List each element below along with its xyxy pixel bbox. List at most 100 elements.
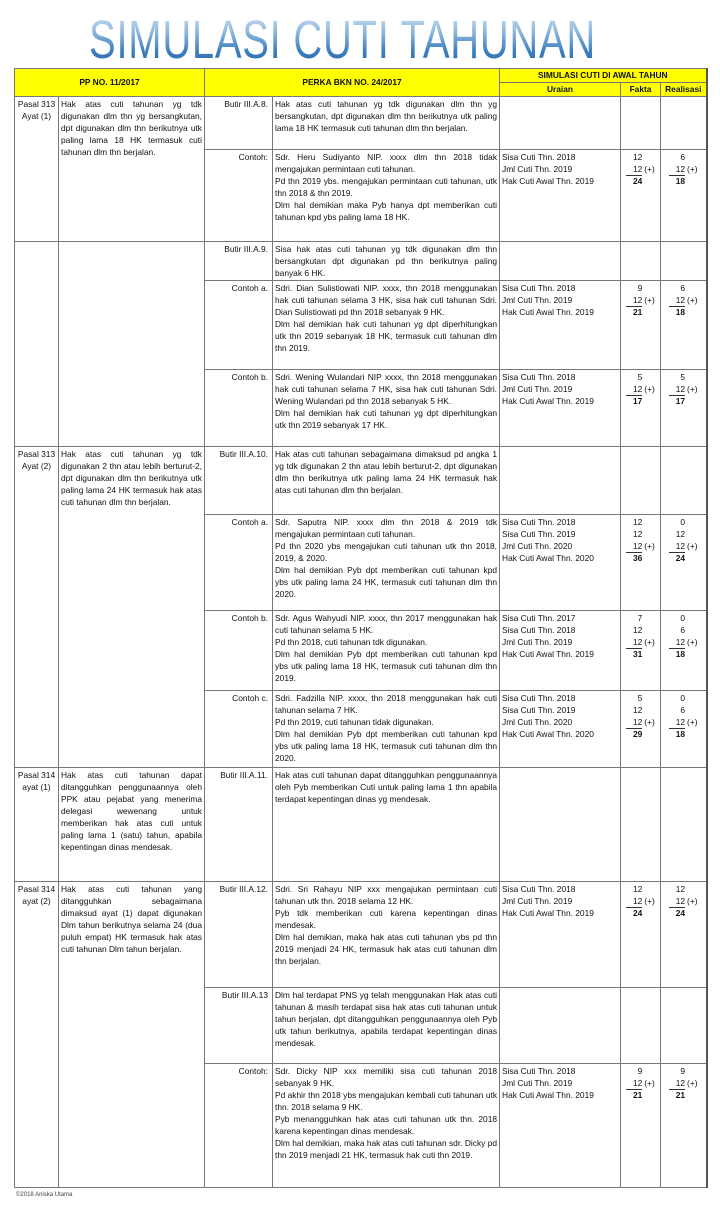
butir-text: Sdri. Sri Rahayu NIP xxx mengajukan perm… [271, 881, 501, 988]
pasal-text-cell: Hak atas cuti tahunan dapat ditangguhkan… [58, 767, 205, 882]
butir-text: Sdr. Dicky NIP xxx memiliki sisa cuti ta… [271, 1063, 501, 1188]
header-simulasi: SIMULASI CUTI DI AWAL TAHUN [499, 68, 708, 83]
butir-text: Hak atas cuti tahunan yg tdk digunakan d… [271, 96, 501, 150]
fakta-cell [620, 96, 662, 150]
realisasi-value: 9 [680, 1066, 686, 1076]
realisasi-value-line: 12(+) [661, 1077, 706, 1090]
table-row: Contoh b. Sdri. Wening Wulandari NIP xxxx… [15, 369, 708, 447]
realisasi-value-line: 12(+) [661, 528, 706, 540]
pasal-cell: Pasal 314 ayat (2) [14, 881, 59, 1188]
fakta-value: 12 [632, 705, 643, 715]
realisasi-value: 6 [680, 152, 686, 162]
realisasi-value: 12 [669, 540, 686, 553]
header-fakta: Fakta [620, 82, 662, 97]
butir-label: Butir III.A.12. [204, 881, 273, 988]
fakta-total-line: 21(+) [621, 1089, 660, 1101]
simulation-table: PP NO. 11/2017 PERKA BKN NO. 24/2017 SIM… [14, 68, 708, 1188]
realisasi-value-line: 0(+) [661, 692, 706, 704]
realisasi-total: 17 [675, 396, 686, 406]
sum-marker: (+) [644, 1078, 655, 1088]
realisasi-value: 6 [680, 705, 686, 715]
uraian-cell [499, 767, 622, 882]
uraian-item: Jml Cuti Thn. 2019 [502, 295, 573, 305]
uraian-item: Sisa Cuti Thn. 2017 [502, 613, 576, 623]
fakta-value-line: 5(+) [621, 371, 660, 383]
butir-paragraph: Pyb menangguhkan hak atas cuti tahunan u… [275, 1114, 498, 1136]
uraian-item: Jml Cuti Thn. 2019 [502, 637, 573, 647]
fakta-value-line: 7(+) [621, 612, 660, 624]
fakta-total-line: 36(+) [621, 552, 660, 564]
realisasi-total-line: 18(+) [661, 648, 706, 660]
fakta-value-line: 12(+) [621, 624, 660, 636]
realisasi-cell: 6(+)12(+)18(+) [660, 149, 708, 242]
realisasi-cell: 0(+)6(+)12(+)18(+) [660, 690, 708, 768]
fakta-cell [620, 446, 662, 515]
butir-paragraph: Sisa hak atas cuti tahunan yg tdk diguna… [275, 244, 498, 278]
realisasi-cell [660, 96, 708, 150]
butir-paragraph: Dlm hal demikian hak cuti tahunan yg dpt… [275, 408, 498, 430]
pasal-cell: Pasal 314 ayat (1) [14, 767, 59, 882]
realisasi-value: 12 [669, 716, 686, 729]
uraian-total: Hak Cuti Awal Thn. 2019 [502, 1090, 594, 1100]
uraian-item: Jml Cuti Thn. 2019 [502, 164, 573, 174]
realisasi-total: 24 [675, 553, 686, 563]
realisasi-value: 0 [680, 693, 686, 703]
butir-paragraph: Dlm hal demikian hak cuti tahunan yg dpt… [275, 319, 498, 353]
fakta-value-line: 12(+) [621, 1077, 660, 1090]
realisasi-value: 12 [669, 1077, 686, 1090]
realisasi-value: 12 [669, 636, 686, 649]
header-realisasi: Realisasi [660, 82, 708, 97]
butir-text: Sdr. Saputra NIP. xxxx dlm thn 2018 & 20… [271, 514, 501, 611]
fakta-value-line: 12(+) [621, 895, 660, 908]
sum-marker: (+) [687, 717, 698, 727]
fakta-cell: 5(+)12(+)12(+)29(+) [620, 690, 662, 768]
butir-paragraph: Hak atas cuti tahunan dapat ditangguhkan… [275, 770, 498, 804]
butir-paragraph: Dlm hal demikian, maka hak atas cuti tah… [275, 1138, 498, 1160]
uraian-cell: Sisa Cuti Thn. 2018 Jml Cuti Thn. 2019 Hak… [499, 881, 622, 988]
pasal-text-cell: Hak atas cuti tahunan yang ditangguhkan … [58, 881, 205, 1188]
uraian-item: Jml Cuti Thn. 2019 [502, 384, 573, 394]
butir-text: Sdri. Wening Wulandari NIP xxxx, thn 201… [271, 369, 501, 447]
fakta-value: 12 [626, 383, 643, 396]
uraian-item: Sisa Cuti Thn. 2018 [502, 283, 576, 293]
realisasi-value: 12 [675, 529, 686, 539]
fakta-value: 12 [626, 1077, 643, 1090]
fakta-cell: 12(+)12(+)24(+) [620, 149, 662, 242]
realisasi-total: 24 [675, 908, 686, 918]
butir-label: Contoh: [204, 1063, 273, 1188]
fakta-value: 12 [632, 884, 643, 894]
sum-marker: (+) [644, 637, 655, 647]
uraian-cell: Sisa Cuti Thn. 2018 Sisa Cuti Thn. 2019 Jm… [499, 690, 622, 768]
uraian-total: Hak Cuti Awal Thn. 2020 [502, 729, 594, 739]
butir-paragraph: Dlm hal demikian Pyb dpt memberikan cuti… [275, 729, 498, 763]
realisasi-value-line: 0(+) [661, 516, 706, 528]
realisasi-value-line: 12(+) [661, 540, 706, 553]
uraian-item: Jml Cuti Thn. 2020 [502, 541, 573, 551]
table-row: Pasal 313 Ayat (1) Hak atas cuti tahunan … [14, 96, 708, 242]
fakta-value: 12 [632, 625, 643, 635]
pasal-text-cell: Hak atas cuti tahunan yg tdk digunakan d… [58, 96, 205, 242]
uraian-item: Sisa Cuti Thn. 2019 [502, 705, 576, 715]
butir-label: Contoh: [204, 149, 273, 242]
fakta-value-line: 12(+) [621, 294, 660, 307]
fakta-cell [620, 987, 662, 1064]
fakta-value: 9 [637, 1066, 643, 1076]
fakta-value-line: 12(+) [621, 516, 660, 528]
fakta-value-line: 5(+) [621, 692, 660, 704]
fakta-total-line: 31(+) [621, 648, 660, 660]
realisasi-cell: 0(+)6(+)12(+)18(+) [660, 610, 708, 691]
realisasi-value-line: 12(+) [661, 636, 706, 649]
fakta-total: 24 [632, 908, 643, 918]
butir-label: Butir III.A.8. [204, 96, 273, 150]
fakta-total: 29 [632, 729, 643, 739]
fakta-value: 12 [632, 529, 643, 539]
butir-text: Sdr. Heru Sudiyanto NIP. xxxx dlm thn 20… [271, 149, 501, 242]
realisasi-value: 12 [669, 895, 686, 908]
butir-paragraph: Hak atas cuti tahunan yg tdk digunakan d… [275, 99, 498, 133]
uraian-total: Hak Cuti Awal Thn. 2019 [502, 649, 594, 659]
butir-paragraph: Pd thn 2020 ybs mengajukan cuti tahunan … [275, 541, 498, 563]
butir-paragraph: Pd akhir thn 2018 ybs mengajukan kembali… [275, 1090, 498, 1112]
sum-marker: (+) [687, 295, 698, 305]
table-row: Pasal 314 ayat (2) Hak atas cuti tahunan … [14, 881, 708, 1188]
butir-label: Butir III.A.9. [204, 241, 273, 281]
